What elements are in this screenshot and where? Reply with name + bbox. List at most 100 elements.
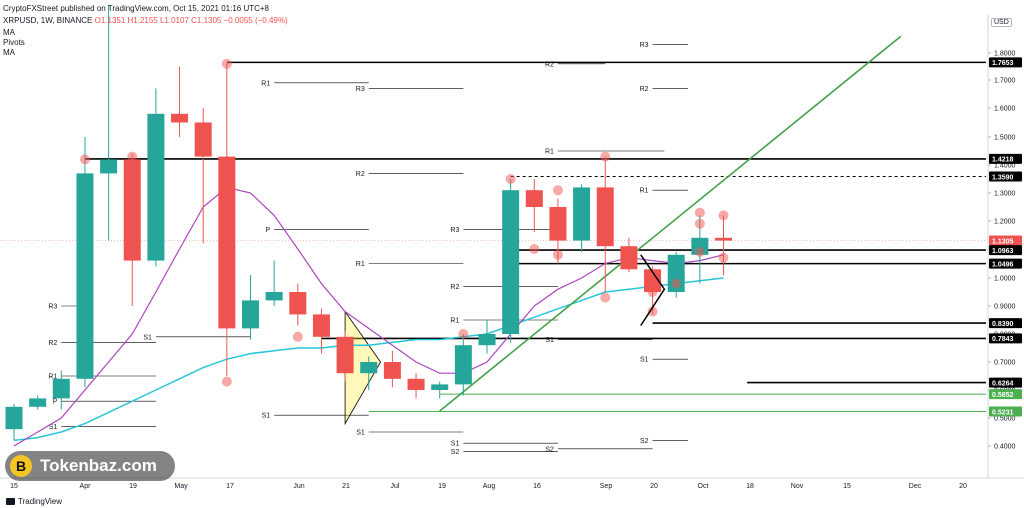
indicator-pivots[interactable]: Pivots xyxy=(3,38,25,47)
pivot-level-label: R2 xyxy=(640,86,649,93)
pivot-level-label: S2 xyxy=(451,449,460,456)
pivot-level-label: R1 xyxy=(640,188,649,195)
candle-body xyxy=(383,362,401,379)
price-label-box xyxy=(989,333,1022,344)
price-label-box xyxy=(989,318,1022,329)
pattern-marker xyxy=(221,58,232,69)
price-tick-label: 1.2000 xyxy=(994,219,1016,226)
pivot-level-label: P xyxy=(53,399,58,406)
candle-body xyxy=(194,122,212,157)
pivot-level-label: S1 xyxy=(451,441,460,448)
price-tick-label: 1.4000 xyxy=(994,163,1016,170)
price-label: 0.5231 xyxy=(992,409,1014,416)
candle-body xyxy=(76,173,94,379)
pattern-marker xyxy=(600,151,611,162)
price-label: 0.7843 xyxy=(992,336,1014,343)
time-axis-label: Apr xyxy=(80,483,92,490)
candle-body xyxy=(454,345,472,385)
price-tick-label: 1.0000 xyxy=(994,276,1016,283)
candle-body xyxy=(336,336,354,374)
candle-body xyxy=(478,334,496,346)
pattern-marker xyxy=(505,174,516,184)
candle-body xyxy=(147,113,165,261)
pattern-marker xyxy=(718,210,729,221)
pattern-marker xyxy=(647,306,658,317)
price-label: 1.0496 xyxy=(992,261,1014,268)
pattern-marker xyxy=(79,154,90,165)
pattern-marker xyxy=(718,252,729,263)
indicator-ma-fast[interactable]: MA xyxy=(3,28,15,37)
pattern-marker xyxy=(647,287,658,297)
time-axis-label: May xyxy=(174,483,188,490)
candle-body xyxy=(502,190,520,334)
tradingview-logo-icon xyxy=(6,498,15,505)
price-label-box xyxy=(989,171,1022,182)
candle-body xyxy=(549,207,567,241)
pivot-level-label: R1 xyxy=(450,318,459,325)
candle-body xyxy=(242,300,259,329)
candle-body xyxy=(171,113,189,123)
ohlc-values: O1.1351 H1.2155 L1.0107 C1.1305 −0.0055 … xyxy=(94,16,288,25)
pivot-level-label: R1 xyxy=(545,149,554,156)
uptrend-line xyxy=(439,35,902,412)
price-label: 1.4218 xyxy=(992,157,1014,164)
tradingview-footer[interactable]: TradingView xyxy=(6,497,62,506)
watermark-text: Tokenbaz.com xyxy=(40,456,157,475)
price-label: 0.8390 xyxy=(992,321,1014,328)
time-axis-label: 20 xyxy=(959,483,967,490)
time-axis-label: Dec xyxy=(909,483,922,490)
candle-body xyxy=(431,384,449,390)
pivot-level-label: R3 xyxy=(450,227,459,234)
pivot-level-label: R1 xyxy=(261,80,270,87)
price-label-box xyxy=(989,57,1022,68)
pivot-level-label: R3 xyxy=(48,304,57,311)
time-axis-label: 17 xyxy=(226,483,234,490)
pivot-level-label: S2 xyxy=(545,446,554,453)
time-axis-label: Nov xyxy=(791,483,804,490)
price-label: 1.3590 xyxy=(992,174,1014,181)
price-label-box xyxy=(989,389,1022,400)
pivot-level-label: S1 xyxy=(262,413,271,420)
price-label-box xyxy=(989,153,1022,164)
pattern-marker xyxy=(221,376,232,387)
pivot-level-label: S1 xyxy=(356,430,365,437)
price-label: 0.5852 xyxy=(992,392,1014,399)
price-label-box xyxy=(989,377,1022,388)
pivot-level-label: S1 xyxy=(143,334,152,341)
pivot-level-label: R2 xyxy=(545,61,554,68)
pattern-marker xyxy=(600,292,611,303)
symbol-legend: XRPUSD, 1W, BINANCE O1.1351 H1.2155 L1.0… xyxy=(3,16,288,25)
pattern-marker xyxy=(458,329,469,339)
price-tick-label: 1.6000 xyxy=(994,106,1016,113)
indicator-ma-slow[interactable]: MA xyxy=(3,48,15,57)
time-axis-label: 18 xyxy=(746,483,754,490)
candle-body xyxy=(596,187,614,247)
pivot-level-label: R2 xyxy=(48,340,57,347)
price-tick-label: 1.3000 xyxy=(994,191,1016,198)
time-axis-label: Oct xyxy=(698,483,709,490)
watermark: B Tokenbaz.com xyxy=(5,451,175,481)
price-tick-label: 1.8000 xyxy=(994,51,1016,58)
currency-button[interactable]: USD xyxy=(991,18,1012,27)
time-axis-label: 21 xyxy=(342,483,350,490)
time-axis-label: 20 xyxy=(650,483,658,490)
pivot-level-label: R2 xyxy=(450,284,459,291)
pattern-marker xyxy=(694,207,705,218)
pivot-level-label: R3 xyxy=(640,42,649,49)
pattern-marker xyxy=(127,151,138,162)
price-label: 0.6264 xyxy=(992,380,1014,387)
tokenbaz-logo-icon: B xyxy=(10,455,32,477)
pattern-marker xyxy=(552,185,563,196)
pattern-marker xyxy=(292,331,303,342)
candle-body xyxy=(525,190,543,207)
pivot-level-label: S1 xyxy=(545,337,554,344)
candle-body xyxy=(360,362,378,374)
pattern-marker xyxy=(552,249,563,260)
price-label-box xyxy=(989,235,1022,246)
time-axis-label: Jun xyxy=(293,483,304,490)
pivot-level-label: S2 xyxy=(640,438,649,445)
candle-body xyxy=(123,159,141,261)
time-axis-label: 15 xyxy=(843,483,851,490)
time-axis-label: Sep xyxy=(600,483,613,490)
